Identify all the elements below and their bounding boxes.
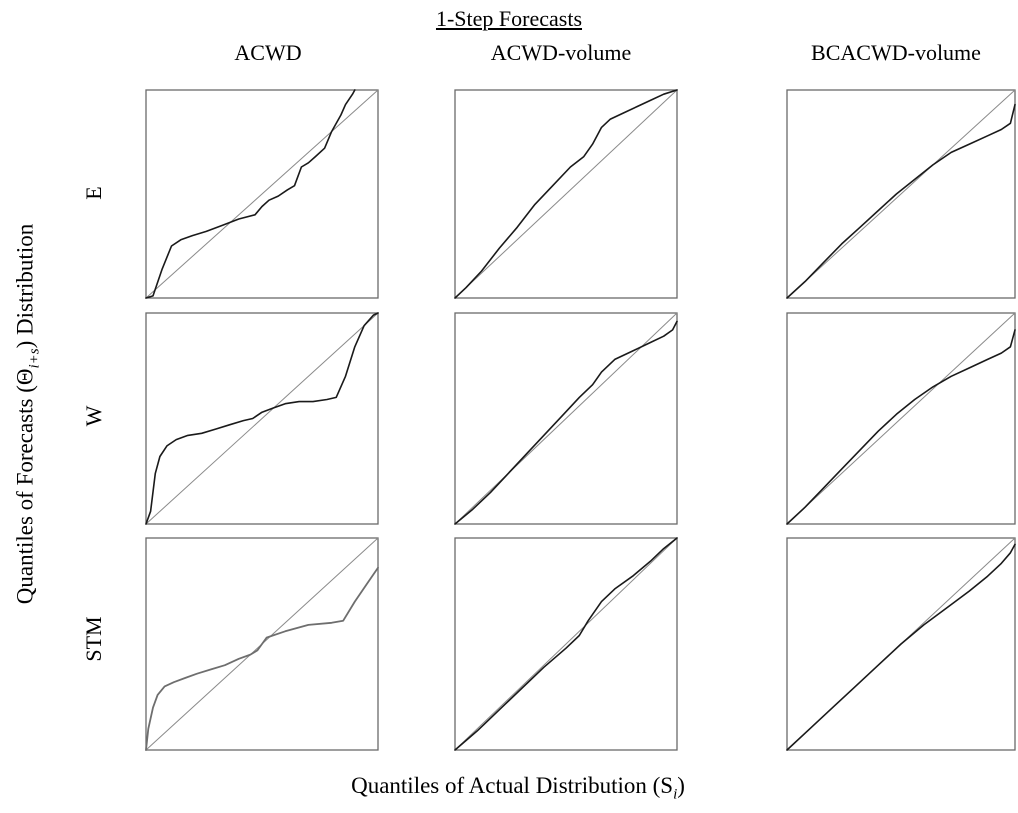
column-title-acwd-volume: ACWD-volume xyxy=(490,40,632,65)
panel-w-acwd-volume xyxy=(454,312,678,525)
panel-w-acwd xyxy=(145,312,379,525)
qq-curve xyxy=(786,329,1016,525)
column-title-bcacwd-volume: BCACWD-volume xyxy=(811,40,981,65)
reference-line xyxy=(145,89,379,299)
panel-e-acwd-volume xyxy=(454,89,678,299)
reference-line xyxy=(145,312,379,525)
reference-line xyxy=(786,89,1016,299)
panel-stm-acwd-volume xyxy=(454,537,678,751)
qq-curve xyxy=(454,537,678,751)
qq-curve xyxy=(454,89,678,299)
reference-line xyxy=(454,537,678,751)
qq-curve xyxy=(454,320,678,525)
panel-e-acwd xyxy=(145,89,379,299)
qq-curve xyxy=(786,103,1016,299)
panel-stm-acwd xyxy=(145,537,379,751)
qq-curve xyxy=(145,566,379,751)
x-axis-label: Quantiles of Actual Distribution (Si) xyxy=(351,774,685,803)
panel-e-bcacwd-volume xyxy=(786,89,1016,299)
figure-title: 1-Step Forecasts xyxy=(435,6,583,31)
qq-curve xyxy=(786,543,1016,751)
x-axis-label-text: Quantiles of Actual Distribution (S xyxy=(351,773,674,798)
reference-line xyxy=(786,312,1016,525)
x-axis-label-subscript: i xyxy=(673,786,678,803)
x-axis-label-end: ) xyxy=(677,773,685,798)
panel-w-bcacwd-volume xyxy=(786,312,1016,525)
column-title-acwd: ACWD xyxy=(234,40,302,65)
reference-line xyxy=(454,89,678,299)
qq-curve xyxy=(145,312,379,525)
qq-curve xyxy=(145,89,356,299)
panel-stm-bcacwd-volume xyxy=(786,537,1016,751)
